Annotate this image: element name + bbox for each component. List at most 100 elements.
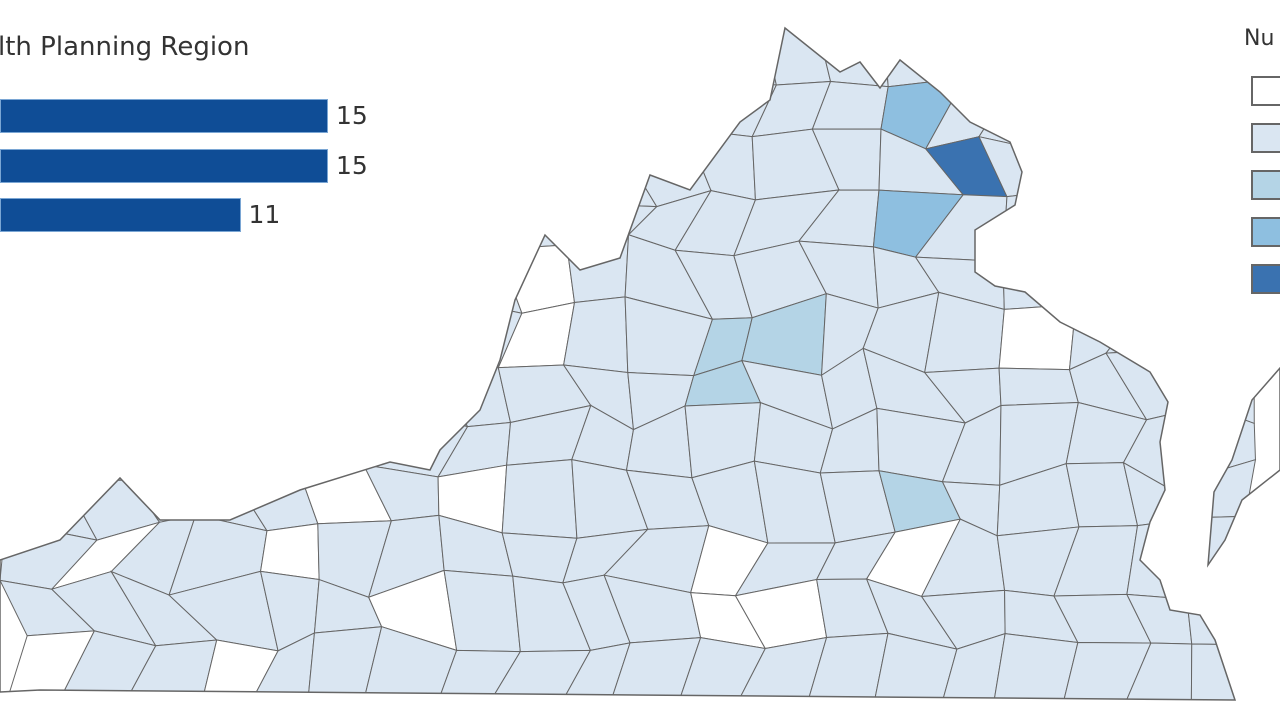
county-region[interactable] — [1192, 0, 1249, 93]
county-region[interactable] — [504, 128, 593, 205]
legend-swatch[interactable] — [1251, 123, 1280, 153]
bar[interactable] — [0, 198, 241, 232]
county-region[interactable] — [1059, 642, 1152, 715]
county-region[interactable] — [502, 0, 573, 83]
county-region[interactable] — [183, 293, 265, 373]
county-region[interactable] — [129, 289, 211, 373]
county-region[interactable] — [1190, 643, 1264, 715]
county-region[interactable] — [501, 459, 578, 539]
county-region[interactable] — [378, 148, 448, 207]
county-region[interactable] — [1002, 253, 1077, 310]
county-region[interactable] — [1036, 76, 1131, 151]
county-region[interactable] — [1002, 0, 1078, 78]
county-region[interactable] — [64, 414, 158, 482]
county-region[interactable] — [1041, 0, 1131, 79]
county-region[interactable] — [991, 633, 1079, 715]
county-region[interactable] — [1067, 187, 1145, 256]
county-region[interactable] — [803, 632, 889, 715]
county-region[interactable] — [52, 368, 158, 420]
county-region[interactable] — [1120, 77, 1209, 151]
county-region[interactable] — [1187, 348, 1255, 425]
county-region[interactable] — [14, 414, 84, 482]
county-region[interactable] — [3, 239, 77, 295]
county-region[interactable] — [314, 303, 384, 364]
county-region[interactable] — [384, 70, 452, 150]
county-region[interactable] — [231, 407, 328, 477]
county-region[interactable] — [668, 0, 777, 86]
county-region[interactable] — [256, 238, 321, 311]
county-region[interactable] — [129, 409, 220, 481]
county-region[interactable] — [52, 289, 134, 375]
county-region[interactable] — [1186, 251, 1249, 301]
county-region[interactable] — [314, 357, 396, 410]
county-region[interactable] — [446, 73, 512, 150]
bar[interactable] — [0, 149, 328, 183]
county-region[interactable] — [1104, 291, 1196, 354]
county-region[interactable] — [263, 362, 328, 416]
county-region[interactable] — [382, 0, 452, 76]
county-region[interactable] — [563, 0, 645, 83]
county-region[interactable] — [604, 72, 717, 130]
county-region[interactable] — [1002, 187, 1083, 263]
county-region[interactable] — [998, 367, 1079, 407]
county-region[interactable] — [871, 632, 958, 715]
legend-swatch[interactable] — [1251, 217, 1280, 247]
county-region[interactable] — [497, 178, 592, 250]
county-region[interactable] — [998, 303, 1077, 371]
county-region[interactable] — [540, 72, 646, 131]
county-region[interactable] — [504, 78, 574, 131]
county-region[interactable] — [369, 238, 472, 305]
county-region[interactable] — [757, 0, 832, 86]
county-region[interactable] — [1119, 642, 1193, 715]
legend-swatch[interactable] — [1251, 76, 1280, 106]
county-region[interactable] — [185, 250, 259, 320]
county-region[interactable] — [188, 409, 276, 477]
county-region[interactable] — [978, 73, 1078, 150]
county-region[interactable] — [881, 0, 966, 88]
legend-swatch[interactable] — [1251, 264, 1280, 294]
county-region[interactable] — [1119, 148, 1189, 192]
county-region[interactable] — [1187, 289, 1255, 371]
county-region[interactable] — [924, 0, 1020, 79]
county-region[interactable] — [438, 248, 523, 314]
county-region[interactable] — [937, 632, 1006, 715]
bar[interactable] — [0, 99, 328, 133]
county-region[interactable] — [366, 302, 472, 362]
county-region[interactable] — [540, 121, 658, 208]
county-region[interactable] — [256, 0, 337, 95]
county-region[interactable] — [439, 178, 531, 251]
county-region[interactable] — [308, 178, 380, 241]
county-region[interactable] — [0, 292, 69, 375]
legend-swatch[interactable] — [1251, 170, 1280, 200]
county-region[interactable] — [604, 121, 712, 208]
bar-value-label: 15 — [336, 101, 368, 130]
county-region[interactable] — [365, 357, 469, 428]
county-region[interactable] — [67, 237, 131, 294]
county-region[interactable] — [0, 347, 85, 424]
county-region[interactable] — [369, 198, 442, 251]
county-region[interactable] — [1067, 234, 1154, 305]
county-region[interactable] — [1186, 577, 1264, 646]
county-region[interactable] — [259, 523, 320, 581]
county-region[interactable] — [1112, 0, 1209, 93]
county-region[interactable] — [633, 0, 717, 81]
county-region[interactable] — [429, 0, 512, 80]
county-region[interactable] — [1186, 515, 1248, 600]
county-region[interactable] — [308, 238, 384, 311]
county-region[interactable] — [182, 369, 275, 416]
county-region[interactable] — [305, 626, 383, 715]
county-region[interactable] — [440, 129, 531, 200]
county-region[interactable] — [1035, 148, 1145, 192]
county-region[interactable] — [5, 473, 98, 541]
county-region[interactable] — [315, 0, 394, 95]
county-region[interactable] — [128, 237, 211, 320]
county-region[interactable] — [1164, 458, 1257, 519]
county-region[interactable] — [566, 234, 630, 304]
county-region[interactable] — [1130, 233, 1196, 301]
county-region[interactable] — [132, 368, 220, 420]
county-region[interactable] — [563, 296, 629, 374]
county-region[interactable] — [1130, 186, 1189, 253]
county-region[interactable] — [443, 569, 521, 653]
county-region[interactable] — [256, 293, 321, 371]
county-region[interactable] — [1160, 90, 1248, 152]
